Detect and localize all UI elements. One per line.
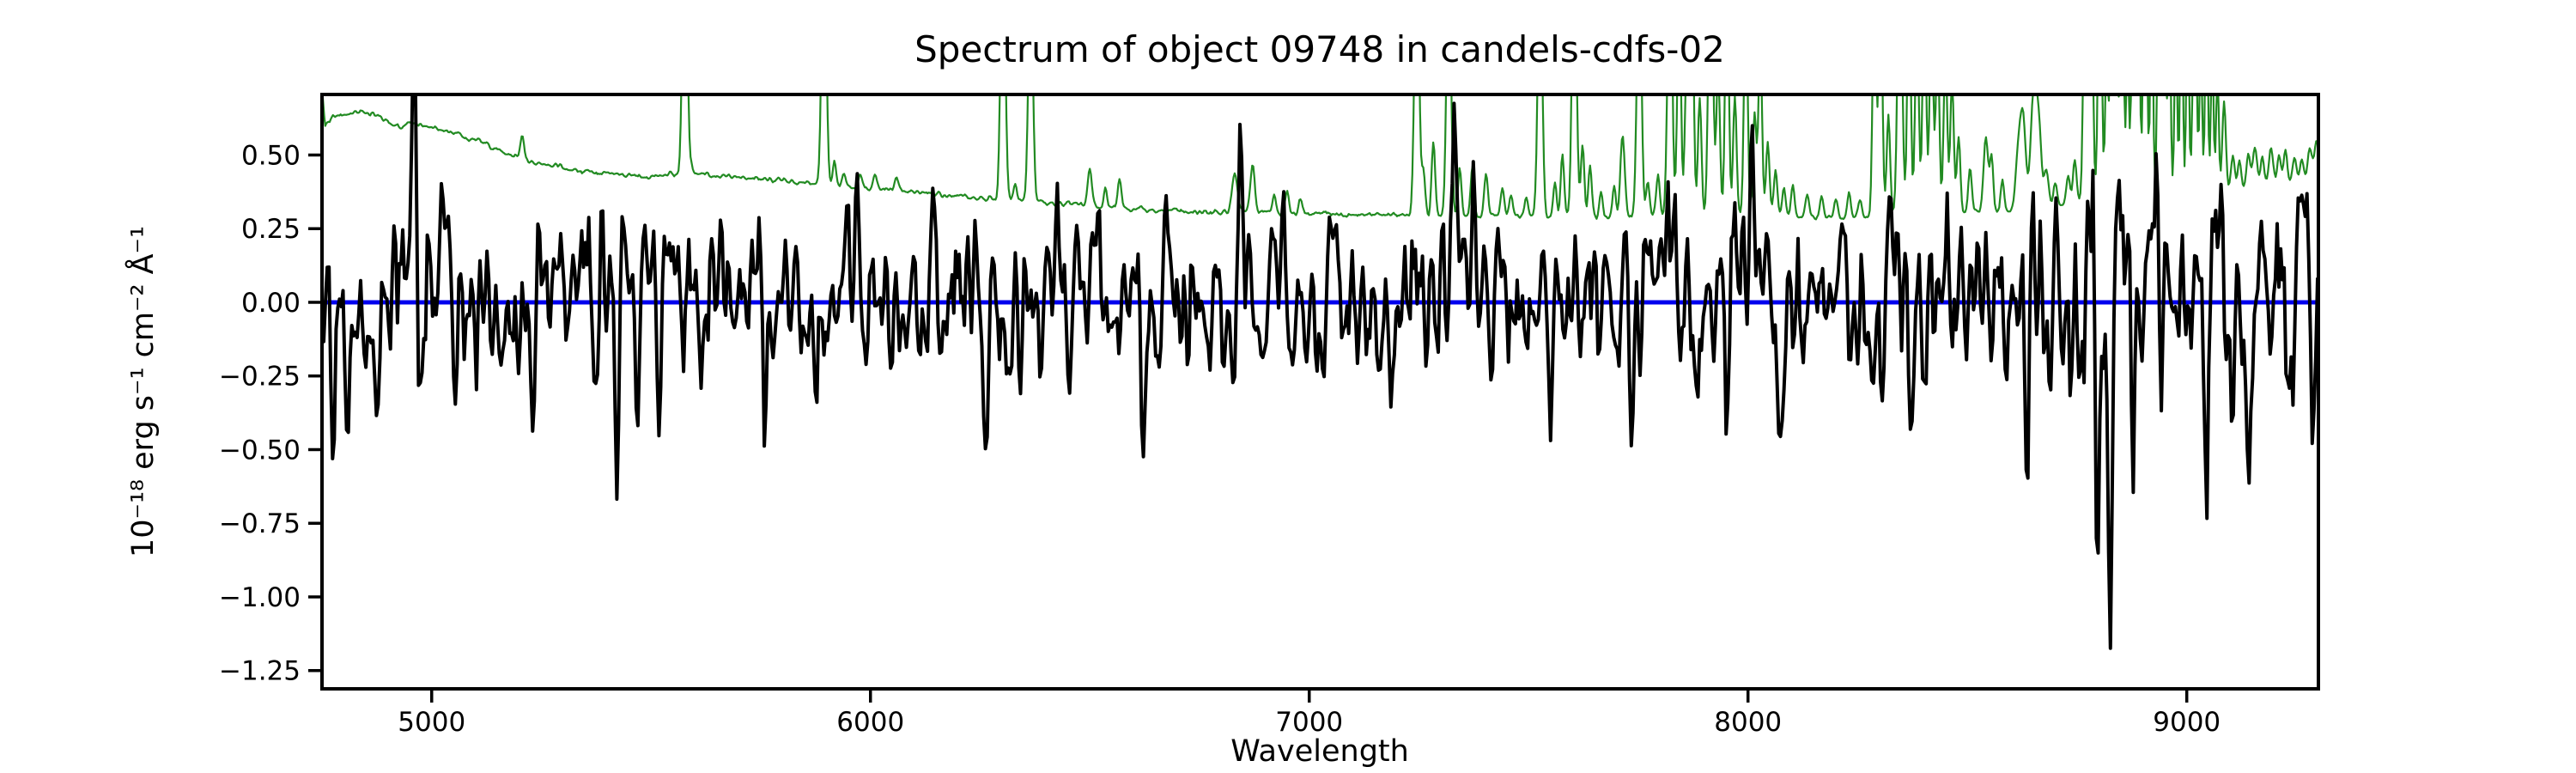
y-tick-label: −0.50 — [219, 435, 301, 466]
object-flux-spectrum-line — [322, 94, 2318, 650]
data-series-group — [322, 94, 2318, 650]
x-axis-label: Wavelength — [1230, 734, 1409, 769]
plot-background — [322, 94, 2318, 689]
x-tick-label: 9000 — [2153, 707, 2221, 738]
x-tick-label: 5000 — [398, 707, 465, 738]
y-tick-label: 0.25 — [241, 214, 301, 245]
axes-spines — [320, 93, 2320, 691]
y-tick-label: −1.00 — [219, 582, 301, 613]
y-axis-label: 10⁻¹⁸ erg s⁻¹ cm⁻² Å⁻¹ — [124, 226, 161, 557]
y-tick-label: 0.50 — [241, 140, 301, 171]
x-axis-ticks: 5000 6000 7000 8000 9000 — [398, 689, 2221, 738]
y-axis-ticks: 0.50 0.25 0.00 −0.25 −0.50 −0.75 −1.00 −1.25 — [219, 140, 322, 687]
y-tick-label: −0.75 — [219, 508, 301, 539]
x-tick-label: 8000 — [1714, 707, 1782, 738]
x-tick-label: 7000 — [1275, 707, 1343, 738]
y-tick-label: −0.25 — [219, 362, 301, 393]
chart-title: Spectrum of object 09748 in candels-cdfs… — [914, 28, 1725, 70]
y-tick-label: 0.00 — [241, 288, 301, 319]
error-sky-spectrum-line — [322, 94, 2318, 221]
y-tick-label: −1.25 — [219, 656, 301, 687]
x-tick-label: 6000 — [836, 707, 904, 738]
